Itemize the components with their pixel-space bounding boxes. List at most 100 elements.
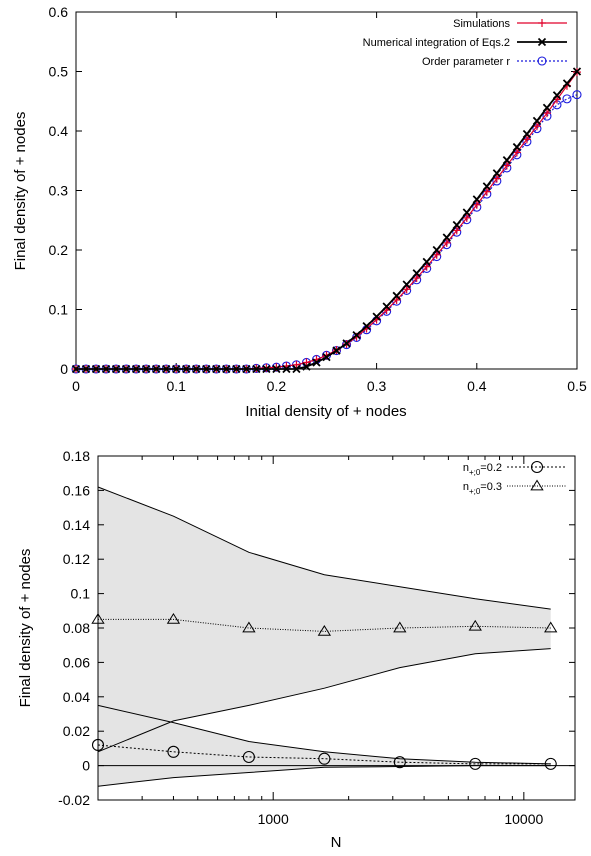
top-series-0-point-41 [482, 187, 491, 196]
legend-n03-sub: +;0 [469, 487, 481, 496]
bottom-legend: n+;0=0.2 n+;0=0.3 [463, 460, 567, 496]
top-series-1-point-47-b [542, 103, 552, 112]
top-y-tick-label-3: 0.3 [49, 183, 69, 199]
top-series-1-point-36-b [432, 245, 441, 255]
top-series-line-0 [76, 71, 578, 370]
top-series-1-point-0-b [71, 364, 81, 374]
top-y-tick-label-6: 0.6 [49, 4, 69, 20]
top-series-1-point-49-b [562, 79, 572, 88]
top-series-1-point-8 [152, 364, 161, 374]
legend-label-n03: n+;0=0.3 [463, 481, 502, 496]
top-series-1-point-7-b [142, 364, 151, 374]
top-series-1-point-50 [572, 67, 582, 76]
bottom-series-1-point-4 [393, 621, 407, 633]
bottom-y-tick-label-1: 0 [82, 758, 90, 774]
top-series-1-point-29-b [362, 322, 371, 331]
top-series-1-point-31-b [382, 302, 391, 311]
top-series-1-point-16-b [232, 364, 241, 374]
bottom-series-line-0 [97, 744, 551, 765]
top-series-1-point-5-b [121, 364, 131, 374]
bottom-series-0-point-0 [91, 738, 105, 752]
bottom-band-fill-1 [98, 487, 551, 752]
top-series-1-point-40 [472, 195, 481, 204]
top-series-1-point-3-b [101, 364, 111, 374]
top-series-1-point-20 [272, 364, 281, 374]
bottom-y-tick-label-9: 0.16 [63, 482, 90, 498]
top-series-1-point-47 [542, 103, 552, 112]
top-series-0-point-34 [412, 273, 421, 282]
legend-n03-main: n [463, 481, 469, 493]
top-series-1-point-21 [282, 364, 291, 374]
bottom-x-tick-label-1: 10000 [504, 811, 543, 827]
top-series-1-point-22-b [292, 364, 301, 374]
top-series-1-point-28-b [352, 330, 361, 340]
top-series-1-point-27-b [342, 339, 351, 348]
top-series-1-point-42 [492, 169, 501, 178]
top-legend-marker-1-b [537, 37, 547, 47]
top-y-tick-label-1: 0.1 [49, 302, 69, 318]
bottom-y-tick-label-6: 0.1 [71, 586, 91, 602]
legend-label-n02: n+;0=0.2 [463, 462, 502, 477]
top-series-1-point-44-b [512, 142, 522, 152]
top-series-0-point-36 [432, 250, 441, 259]
top-series-1-point-13 [202, 364, 211, 374]
bottom-y-tick-label-10: 0.18 [63, 448, 90, 464]
bottom-series-0-point-2 [242, 750, 255, 764]
top-series-1-point-35 [422, 257, 431, 267]
top-series-1-point-33 [402, 280, 411, 289]
top-series-1-point-28 [352, 330, 361, 340]
top-series-1-point-7 [142, 364, 151, 374]
legend-n02-tail: =0.2 [480, 462, 502, 474]
legend-label-order-parameter: Order parameter r [422, 56, 510, 68]
top-series-1-point-22 [292, 364, 301, 374]
top-y-tick-label-0: 0 [60, 361, 68, 377]
top-series-1-point-41-b [482, 182, 491, 191]
top-series-1-point-36 [432, 245, 441, 255]
top-series-1-point-45 [522, 129, 532, 139]
top-series-0-point-43 [502, 161, 511, 170]
top-y-tick-label-5: 0.5 [49, 64, 69, 80]
bottom-y-tick-label-8: 0.14 [63, 517, 90, 533]
top-series-1-point-42-b [492, 169, 501, 178]
bottom-series-0-point-1 [167, 745, 180, 758]
top-legend: Simulations Numerical integration of Eqs… [363, 18, 567, 68]
top-series-1-point-18-b [252, 364, 261, 374]
top-series-1-point-29 [362, 322, 371, 331]
bottom-x-axis-label: N [331, 834, 342, 851]
top-series-0-point-33 [402, 285, 411, 294]
top-series-1-point-17-b [242, 364, 251, 374]
top-series-1-point-23 [302, 362, 311, 371]
top-series-1-point-49 [562, 79, 572, 88]
top-series-1-point-20-b [272, 364, 281, 374]
top-series-1-point-43 [502, 156, 511, 165]
top-series-1-point-8-b [152, 364, 161, 374]
top-series-1-point-0 [71, 364, 81, 374]
top-series-1-point-27 [342, 339, 351, 348]
top-series-1-point-19 [262, 364, 271, 374]
bottom-x-tick-label-0: 1000 [258, 811, 289, 827]
top-y-tick-label-2: 0.2 [49, 242, 69, 258]
bottom-legend-marker-0 [530, 460, 544, 474]
bottom-series-0-point-4 [393, 756, 406, 769]
top-series-1-point-15-b [222, 364, 231, 374]
bottom-y-tick-label-3: 0.04 [63, 689, 90, 705]
top-series-1-point-19-b [262, 364, 271, 374]
top-series-1-point-35-b [422, 257, 431, 267]
top-series-1-point-10-b [172, 364, 181, 374]
top-series-1-point-17 [242, 364, 251, 374]
legend-n03-tail: =0.3 [480, 481, 502, 493]
bottom-series-0-point-3 [318, 752, 331, 765]
top-series-1-point-30-b [372, 312, 381, 321]
bottom-band-lower-1 [97, 648, 551, 753]
top-series-1-point-13-b [202, 364, 211, 374]
bottom-legend-marker-1 [530, 479, 544, 491]
top-series-1-point-32-b [392, 291, 401, 300]
top-series-1-point-34-b [412, 269, 421, 278]
top-series-1-point-5 [121, 364, 131, 374]
bottom-series-1-point-1 [166, 612, 181, 624]
top-series-1-point-2 [91, 364, 101, 374]
top-series-1-point-4-b [111, 364, 121, 374]
top-series-0-point-44 [512, 148, 521, 157]
top-series-1-point-1-b [81, 364, 91, 374]
top-series-1-point-38-b [452, 220, 461, 230]
